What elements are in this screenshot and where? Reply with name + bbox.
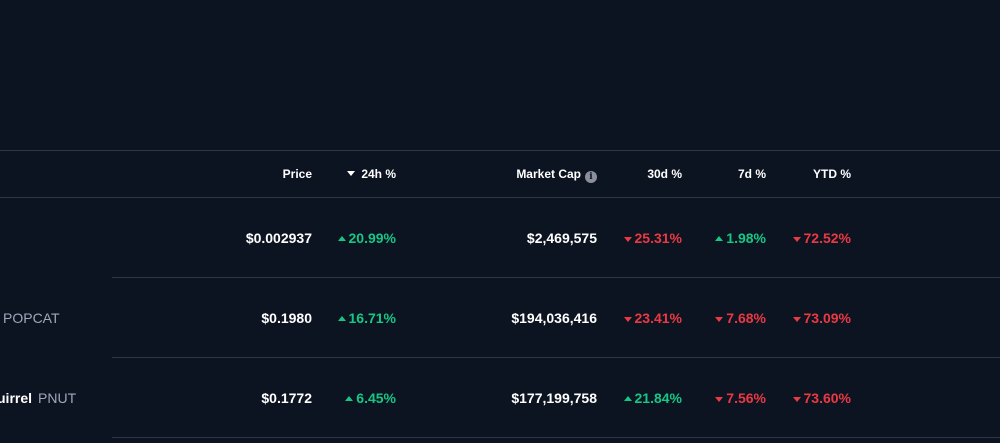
change-7d-value: 7.56% [726,390,766,406]
change-ytd-value: 72.52% [803,230,851,246]
change-30d-value: 23.41% [634,310,682,326]
coin-name-cell[interactable]: uirrel PNUT [0,358,76,438]
change-ytd-value: 73.09% [803,310,851,326]
header-market-cap[interactable]: Market Cap i [516,151,597,197]
header-30d-change[interactable]: 30d % [647,151,682,197]
change-30d-value: 25.31% [634,230,682,246]
header-ytd-label: YTD % [812,167,851,181]
change-24h-value: 6.45% [356,390,396,406]
header-7d-change[interactable]: 7d % [738,151,766,197]
header-ytd-change[interactable]: YTD % [813,151,851,197]
price-value: $0.1980 [261,310,312,326]
caret-down-icon [623,317,632,322]
market-cap-value: $177,199,758 [511,390,597,406]
row-divider [112,437,1000,438]
caret-down-icon [792,317,801,322]
cell-change-24h: 16.71% [337,278,396,358]
cell-market-cap: $2,469,575 [527,198,597,278]
change-7d-value: 1.98% [726,230,766,246]
cell-price: $0.002937 [246,198,312,278]
cell-change-24h: 6.45% [345,358,396,438]
cell-change-24h: 20.99% [337,198,396,278]
header-30d-label: 30d % [647,167,682,181]
cell-change-ytd: 72.52% [792,198,851,278]
header-price-label: Price [282,167,312,181]
table-row[interactable]: $0.002937 20.99% $2,469,575 25.31% 1.98% 72.5… [0,198,1000,278]
coin-name-cell[interactable]: POPCAT [0,278,60,358]
caret-up-icon [337,316,346,321]
header-24h-label: 24h % [361,167,396,181]
cell-change-7d: 7.56% [715,358,766,438]
cell-price: $0.1980 [261,278,312,358]
coin-name-cell[interactable] [0,198,3,278]
cell-change-7d: 7.68% [715,278,766,358]
caret-up-icon [337,236,346,241]
coin-symbol: PNUT [38,390,77,406]
header-price[interactable]: Price [283,151,312,197]
caret-up-icon [345,396,354,401]
change-7d-value: 7.68% [726,310,766,326]
table-row[interactable]: uirrel PNUT $0.1772 6.45% $177,199,758 21.84%… [0,358,1000,438]
caret-down-icon [792,237,801,242]
table-row[interactable]: POPCAT $0.1980 16.71% $194,036,416 23.41% 7.6… [0,278,1000,358]
coin-name: uirrel [0,390,33,406]
caret-down-icon [715,397,724,402]
row-divider [112,357,1000,358]
cell-market-cap: $194,036,416 [511,278,597,358]
header-24h-change[interactable]: 24h % [347,151,396,197]
cell-change-30d: 25.31% [623,198,682,278]
change-24h-value: 20.99% [348,230,396,246]
cell-change-ytd: 73.60% [792,358,851,438]
cell-price: $0.1772 [261,358,312,438]
price-value: $0.002937 [245,230,312,246]
sort-descending-icon [347,171,356,176]
cell-change-30d: 21.84% [623,358,682,438]
cell-market-cap: $177,199,758 [511,358,597,438]
cell-change-ytd: 73.09% [792,278,851,358]
info-icon[interactable]: i [585,171,597,183]
market-cap-value: $2,469,575 [526,230,597,246]
top-empty-area [0,0,1000,150]
market-cap-value: $194,036,416 [511,310,597,326]
cell-change-7d: 1.98% [715,198,766,278]
caret-up-icon [623,396,632,401]
price-value: $0.1772 [261,390,312,406]
change-24h-value: 16.71% [348,310,396,326]
change-30d-value: 21.84% [634,390,682,406]
coin-symbol: POPCAT [3,310,60,326]
header-market-cap-label: Market Cap [516,167,581,181]
caret-down-icon [715,317,724,322]
header-7d-label: 7d % [737,167,766,181]
caret-down-icon [792,397,801,402]
change-ytd-value: 73.60% [803,390,851,406]
caret-up-icon [715,236,724,241]
caret-down-icon [623,237,632,242]
table-header: Price 24h % Market Cap i 30d % 7d % YTD % [0,150,1000,198]
cell-change-30d: 23.41% [623,278,682,358]
row-divider [112,277,1000,278]
